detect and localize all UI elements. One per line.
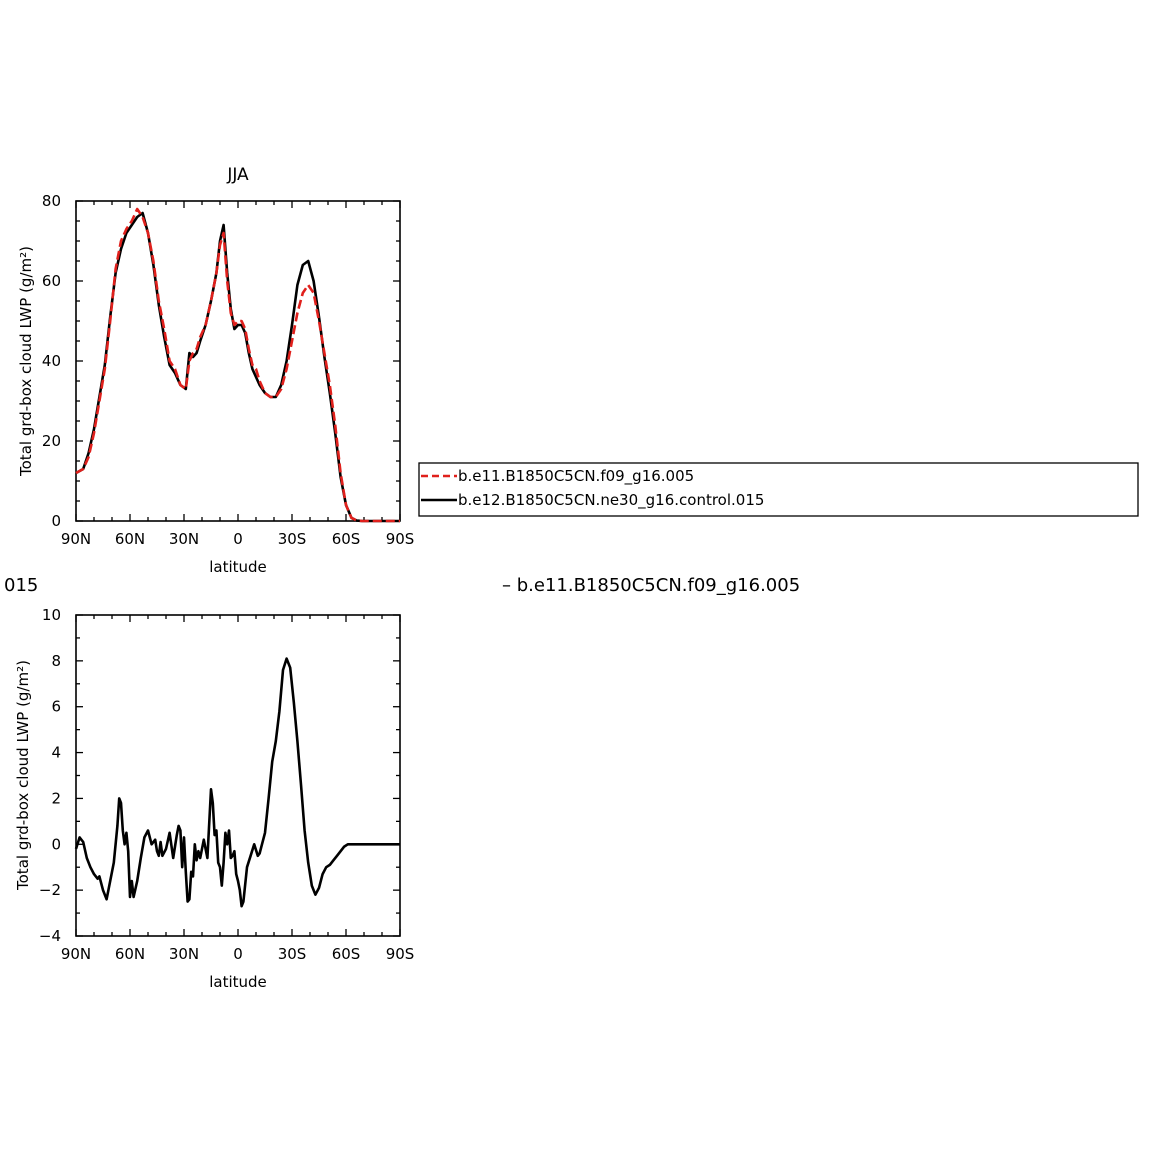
lower-panel: 015 – b.e11.B1850C5CN.f09_g16.005 90N 60N… [4, 575, 800, 991]
legend-box [418, 462, 1139, 517]
legend-label-control: b.e12.B1850C5CN.ne30_g16.control.015 [458, 491, 764, 510]
upper-panel: JJA 90N 60N 30N 0 30S 60S 90S 0 20 40 60 80 latitud… [17, 165, 414, 576]
plot-frame-1 [75, 614, 401, 937]
legend-label-test: b.e11.B1850C5CN.f09_g16.005 [458, 467, 694, 486]
series-line-0-0 [75, 207, 400, 523]
x-tick-label: 60N [115, 530, 145, 548]
y-tick-label: 60 [42, 272, 61, 290]
y-tick-label: −2 [39, 881, 61, 899]
y-tick-label: 2 [51, 789, 61, 807]
x-tick-label: 30S [278, 530, 307, 548]
y-tick-label: 40 [42, 352, 61, 370]
x-tick-label: 30N [169, 530, 199, 548]
lower-y-axis-label: Total grd-box cloud LWP (g/m²) [14, 660, 32, 891]
lower-plot-area: 90N 60N 30N 0 30S 60S 90S −4 −2 0 2 4 6 8 10 [39, 606, 414, 963]
upper-y-axis-label: Total grd-box cloud LWP (g/m²) [17, 246, 35, 477]
x-tick-label: 30S [278, 945, 307, 963]
y-tick-label: 0 [51, 835, 61, 853]
y-tick-label: 8 [51, 652, 61, 670]
series-line-0-1 [75, 211, 400, 523]
x-tick-label: 60N [115, 945, 145, 963]
x-tick-label: 60S [332, 530, 361, 548]
legend: b.e11.B1850C5CN.f09_g16.005 b.e12.B1850C… [418, 462, 1139, 517]
x-tick-label: 90S [386, 945, 415, 963]
upper-plot-area: 90N 60N 30N 0 30S 60S 90S 0 20 40 60 80 [42, 192, 414, 548]
lower-title-right: – b.e11.B1850C5CN.f09_g16.005 [502, 575, 800, 596]
y-tick-label: 80 [42, 192, 61, 210]
y-tick-label: 6 [51, 698, 61, 716]
lower-x-axis-label: latitude [209, 973, 267, 991]
x-tick-label: 90N [61, 945, 91, 963]
x-tick-label: 90S [386, 530, 415, 548]
x-tick-label: 0 [233, 945, 243, 963]
x-tick-label: 30N [169, 945, 199, 963]
upper-chart-title: JJA [226, 165, 249, 185]
y-tick-label: 20 [42, 432, 61, 450]
plot-frame-0 [75, 200, 401, 522]
x-tick-label: 60S [332, 945, 361, 963]
x-tick-label: 90N [61, 530, 91, 548]
y-tick-label: 0 [51, 512, 61, 530]
series-line-1-0 [74, 657, 400, 908]
x-tick-label: 0 [233, 530, 243, 548]
y-tick-label: −4 [39, 927, 61, 945]
y-tick-label: 4 [51, 744, 61, 762]
y-tick-label: 10 [42, 606, 61, 624]
upper-x-axis-label: latitude [209, 558, 267, 576]
lower-title-left: 015 [4, 575, 38, 596]
